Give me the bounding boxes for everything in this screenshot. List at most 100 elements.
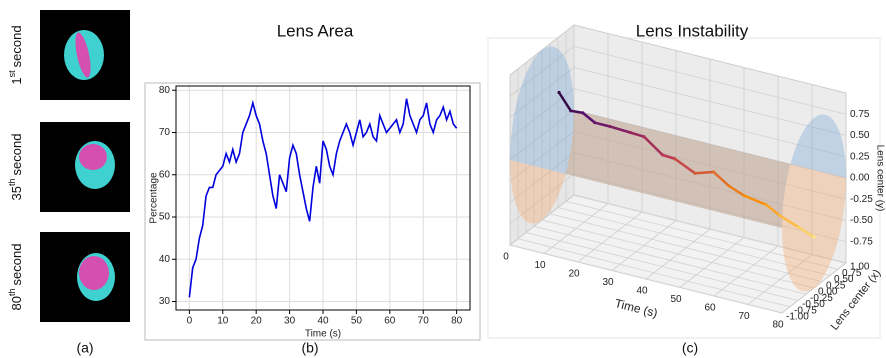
trajectory-segment <box>643 135 664 156</box>
grid-line <box>573 152 847 221</box>
z-tick-label: -0.75 <box>850 236 873 247</box>
y-tick-label: 0.25 <box>826 280 846 291</box>
z-tick-label: 0.50 <box>850 130 870 141</box>
trajectory-segment <box>557 91 572 112</box>
y-tick-label: -0.25 <box>810 293 833 304</box>
x-tick-label: 50 <box>351 316 363 327</box>
y-tick-label: 0.75 <box>842 268 862 279</box>
z-tick-label: 0.25 <box>850 151 870 162</box>
x-tick-label: 20 <box>568 269 580 280</box>
y-tick-label: 30 <box>159 296 171 307</box>
grid-line <box>509 67 575 118</box>
chart-title: Lens Instability <box>636 21 749 40</box>
y-axis-label: Percentage <box>149 172 160 224</box>
z-tick-label: -0.50 <box>850 215 873 226</box>
lens-shape <box>75 32 91 78</box>
trajectory-segment <box>728 184 746 197</box>
frame-label: 35th second <box>7 134 24 201</box>
lens-shape <box>79 144 107 170</box>
y-tick-label: -0.75 <box>794 305 817 316</box>
frame-number: 35 <box>9 186 24 200</box>
grid-line <box>565 200 839 270</box>
y-tick-label: -0.50 <box>802 299 825 310</box>
grid-line <box>573 194 847 264</box>
x-tick-label: 10 <box>217 316 229 327</box>
frame-suffix: th <box>7 288 17 296</box>
x-tick-label: 0 <box>187 316 193 327</box>
x-axis-label: Time (s) <box>305 329 341 340</box>
trajectory-point <box>628 130 632 135</box>
grid-line <box>509 244 783 314</box>
chart-title: Lens Area <box>277 21 354 40</box>
y-tick-label: 0.50 <box>834 274 854 285</box>
y-tick-label: -1.00 <box>786 312 809 323</box>
grid-line <box>557 207 831 276</box>
grid-line <box>573 130 847 200</box>
panel-caption: (b) <box>301 340 318 356</box>
trajectory-segment <box>765 203 781 217</box>
frame-label: 1st second <box>7 25 24 84</box>
grid-line <box>573 88 847 158</box>
trajectory-segment <box>570 109 584 115</box>
z-tick-label: 0.75 <box>850 109 870 120</box>
x-tick-label: 70 <box>738 311 750 322</box>
x-tick-label: 40 <box>317 316 329 327</box>
x-tick-label: 50 <box>670 294 682 305</box>
trajectory-point <box>642 135 646 139</box>
panel-border <box>487 37 881 339</box>
trajectory-point <box>797 225 801 229</box>
grid-line <box>541 219 815 289</box>
y-tick-label: 70 <box>159 127 171 138</box>
trajectory-point <box>593 121 597 125</box>
frame-number: 80 <box>9 296 24 310</box>
trajectory-segment <box>674 157 696 175</box>
trajectory-point <box>569 109 573 113</box>
x-tick-label: 80 <box>451 316 463 327</box>
grid-line <box>509 130 575 182</box>
trajectory-point <box>742 194 747 198</box>
y-tick-label: 40 <box>159 254 171 265</box>
trajectory-point <box>673 157 677 161</box>
trajectory-point <box>557 90 561 95</box>
panel-caption: (c) <box>682 340 698 356</box>
frame-word: second <box>9 244 24 286</box>
grid-line <box>517 238 791 308</box>
trajectory-segment <box>662 153 676 160</box>
panel-caption: (a) <box>76 340 93 356</box>
x-axis-label: Time (s) <box>613 296 659 320</box>
trajectory-point <box>778 214 782 218</box>
trajectory-point <box>693 171 697 175</box>
frame-suffix: th <box>7 178 17 186</box>
grid-line <box>573 45 847 115</box>
trajectory-segment <box>743 194 767 206</box>
grid-line <box>573 109 847 179</box>
trajectory-point <box>581 111 585 115</box>
x-tick-label: 30 <box>284 316 296 327</box>
trajectory-point <box>712 170 716 174</box>
x-tick-label: 60 <box>704 303 716 314</box>
grid-line <box>509 109 575 161</box>
cylinder-half <box>510 110 846 292</box>
frame-label: 80th second <box>7 244 24 311</box>
frame-word: second <box>9 134 24 176</box>
frame-number: 1 <box>9 77 24 84</box>
trajectory-segment <box>712 171 730 187</box>
trajectory-point <box>764 203 768 207</box>
frame-suffix: st <box>7 70 17 78</box>
x-tick-label: 70 <box>418 316 430 327</box>
lens-shape <box>79 256 109 290</box>
trajectory-segment <box>797 226 815 239</box>
trajectory-segment <box>594 121 611 128</box>
z-tick-label: 0.00 <box>850 173 870 184</box>
cylinder-half <box>510 46 846 228</box>
trajectory-segment <box>779 214 800 229</box>
frame-images <box>40 10 130 322</box>
y-tick-label: 1.00 <box>850 262 870 273</box>
trajectory-point <box>727 184 731 188</box>
trajectory-point <box>661 153 665 157</box>
x-tick-label: 20 <box>251 316 263 327</box>
trajectory-point <box>608 124 612 129</box>
x-tick-label: 80 <box>772 320 784 331</box>
